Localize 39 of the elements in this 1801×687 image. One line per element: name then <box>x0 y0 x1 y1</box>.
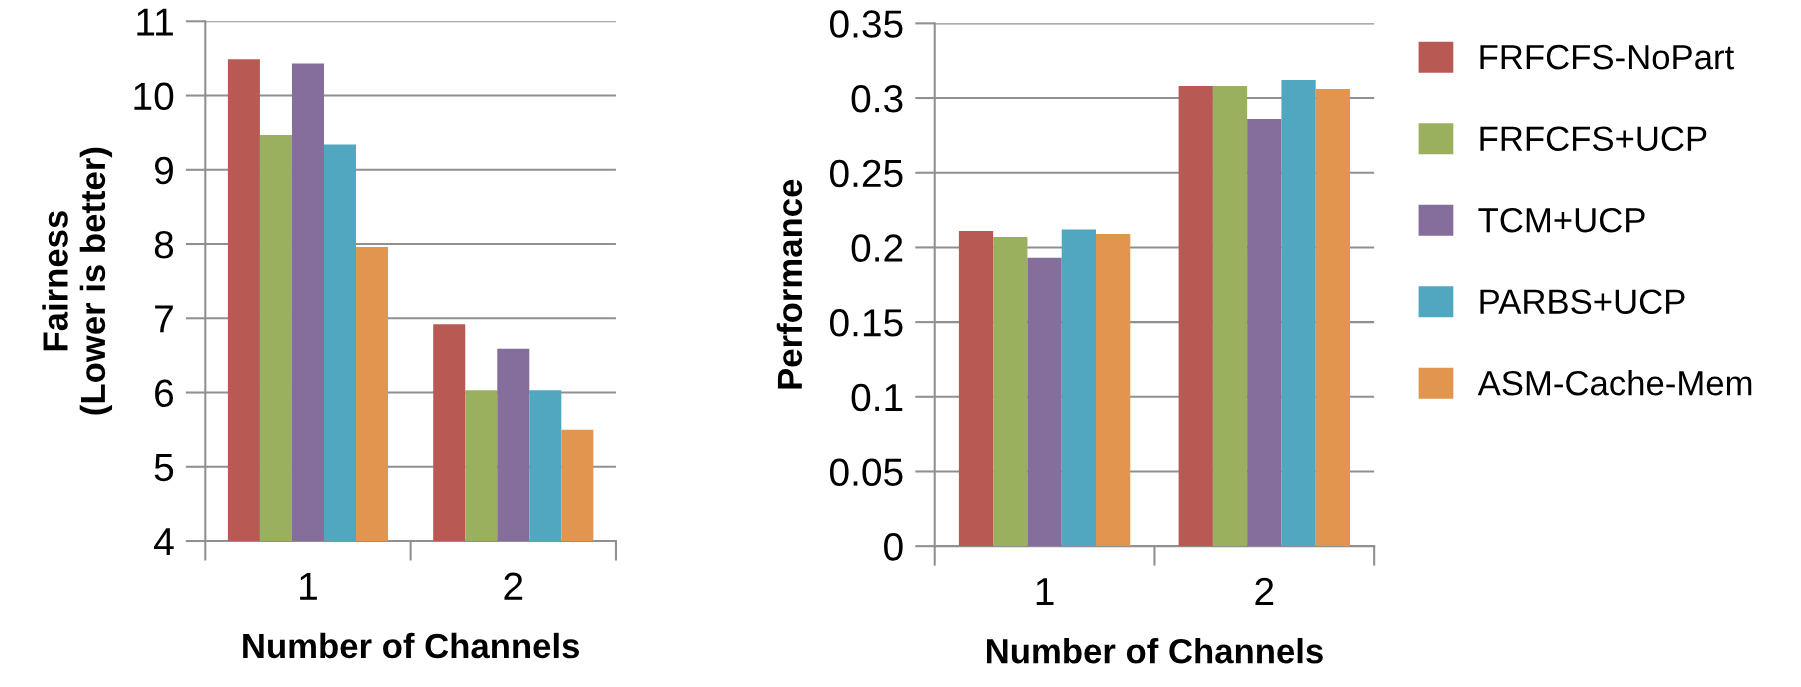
y-tick-label: 11 <box>137 8 173 36</box>
legend-label: PARBS+UCP <box>1480 289 1685 314</box>
y-tick-label: 0.35 <box>830 10 903 38</box>
y-axis-title: Performance <box>776 179 803 389</box>
legend-label: ASM-Cache-Mem <box>1477 370 1752 396</box>
y-tick-label: 0.05 <box>830 458 903 486</box>
bar <box>1095 233 1131 547</box>
y-tick-label: 5 <box>154 454 174 482</box>
x-axis-title: Number of Channels <box>987 637 1323 664</box>
x-axis-title: Number of Channels <box>243 632 579 659</box>
y-tick-label: 10 <box>134 82 174 111</box>
legend-label: TCM+UCP <box>1478 207 1645 233</box>
y-tick-label: 9 <box>154 156 173 185</box>
bar <box>1247 118 1282 547</box>
bar <box>1027 257 1062 547</box>
x-tick-label: 2 <box>504 572 523 600</box>
y-tick-label: 6 <box>155 379 174 407</box>
x-tick-label: 1 <box>1036 578 1054 605</box>
bar <box>1061 229 1096 547</box>
y-tick-label: 0.25 <box>830 159 903 188</box>
bar <box>1315 89 1350 547</box>
y-tick-label: 7 <box>155 305 173 333</box>
x-tick-label: 1 <box>300 573 317 600</box>
bar <box>993 236 1028 547</box>
y-tick-label: 4 <box>154 528 174 556</box>
y-tick-label: 0 <box>884 533 903 561</box>
x-tick-label: 2 <box>1255 577 1274 605</box>
legend-label: FRFCFS-NoPart <box>1480 44 1734 70</box>
y-tick-label: 0.2 <box>851 234 903 262</box>
y-tick-label: 8 <box>154 230 174 259</box>
legend-label: FRFCFS+UCP <box>1480 126 1707 151</box>
bar <box>1281 80 1316 547</box>
y-axis-title: Fairness (Lower is better) <box>42 147 113 415</box>
y-tick-label: 0.15 <box>830 309 903 337</box>
bar <box>958 230 994 547</box>
bar <box>1178 86 1213 547</box>
bar <box>1212 86 1248 547</box>
y-tick-label: 0.1 <box>851 383 903 412</box>
y-tick-label: 0.3 <box>851 84 903 113</box>
